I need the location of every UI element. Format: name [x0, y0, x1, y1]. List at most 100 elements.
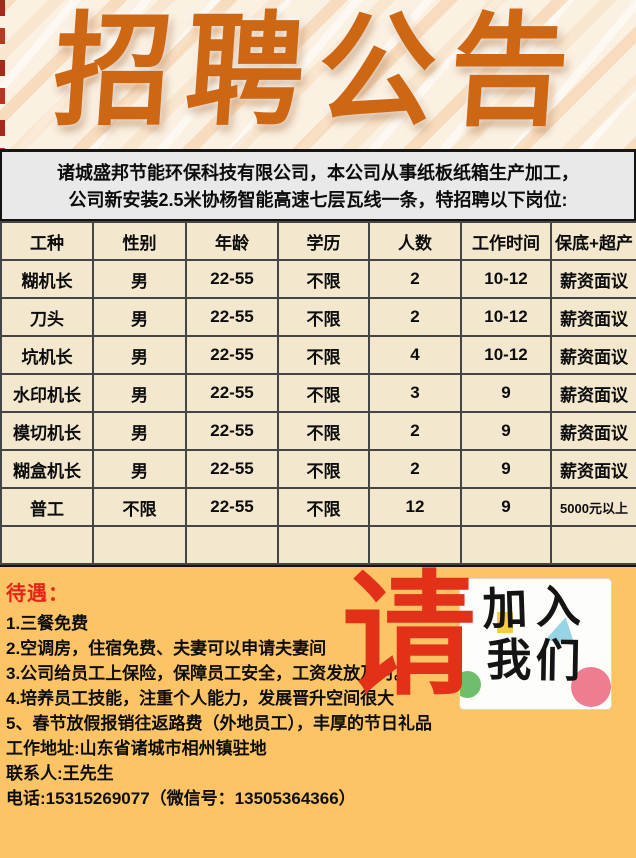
poster-title: 招聘公告	[49, 3, 587, 141]
table-cell: 22-55	[185, 487, 279, 527]
benefits-heading: 待遇：	[6, 583, 69, 605]
table-cell: 薪资面议	[550, 335, 636, 375]
table-cell: 9	[460, 373, 552, 413]
table-cell: 男	[92, 373, 187, 413]
jobs-table-body: 糊机长男 22-55 不限 2 10-12 薪资面议 刀头男 22-55 不限 2 10-12 薪资面…	[0, 259, 636, 565]
table-row: 水印机长男 22-55 不限 3 9 薪资面议	[0, 373, 636, 413]
table-row: 普工 不限 22-55 不限 12 9 5000元以上	[0, 487, 636, 527]
column-header: 保底+超产	[550, 221, 636, 261]
table-row: 刀头男 22-55 不限 2 10-12 薪资面议	[0, 297, 636, 337]
green-circle-shape	[460, 671, 481, 698]
table-cell: 10-12	[460, 259, 552, 299]
benefits-list: 1.三餐免费 2.空调房，住宿免费、夫妻可以申请夫妻间 3.公司给员工上保险，保障员…	[6, 611, 636, 811]
table-cell: 5000元以上	[550, 487, 636, 527]
table-cell: 不限	[277, 373, 370, 413]
table-cell: 不限	[277, 449, 370, 489]
table-cell: 薪资面议	[550, 411, 636, 451]
table-cell: 男	[92, 411, 187, 451]
table-cell	[277, 525, 370, 565]
table-row	[0, 525, 636, 565]
table-cell: 22-55	[185, 259, 279, 299]
table-cell: 糊机长	[0, 259, 94, 299]
benefit-line: 2.空调房，住宿免费、夫妻可以申请夫妻间	[6, 639, 327, 658]
benefits-section: 待遇： 1.三餐免费 2.空调房，住宿免费、夫妻可以申请夫妻间 3.公司给员工上保险…	[0, 565, 636, 858]
table-cell: 水印机长	[0, 373, 94, 413]
column-header: 学历	[277, 221, 370, 261]
table-cell: 男	[92, 449, 187, 489]
table-cell: 10-12	[460, 335, 552, 375]
table-cell: 薪资面议	[550, 259, 636, 299]
table-cell: 不限	[277, 411, 370, 451]
table-cell: 4	[368, 335, 462, 375]
table-cell: 不限	[277, 297, 370, 337]
table-cell: 12	[368, 487, 462, 527]
table-cell: 薪资面议	[550, 373, 636, 413]
column-header: 人数	[368, 221, 462, 261]
table-cell: 薪资面议	[550, 297, 636, 337]
table-cell: 3	[368, 373, 462, 413]
table-cell: 不限	[277, 335, 370, 375]
join-us-text-line-1: 加入	[481, 580, 590, 635]
table-cell: 男	[92, 259, 187, 299]
column-header: 年龄	[185, 221, 279, 261]
intro-line-2: 公司新安装2.5米协杨智能高速七层瓦线一条，特招聘以下岗位:	[68, 190, 568, 210]
table-cell	[460, 525, 552, 565]
benefit-line: 工作地址:山东省诸城市相州镇驻地	[6, 739, 267, 758]
intro-line-1: 诸城盛邦节能环保科技有限公司，本公司从事纸板纸箱生产加工，	[57, 163, 579, 183]
banner: 招聘公告	[0, 0, 636, 152]
benefit-line: 4.培养员工技能，注重个人能力，发展晋升空间很大	[6, 689, 395, 708]
benefit-line: 5、春节放假报销往返路费（外地员工），丰厚的节日礼品	[6, 714, 432, 733]
table-cell: 坑机长	[0, 335, 94, 375]
please-overlay-text: 请	[342, 562, 477, 711]
column-header: 性别	[92, 221, 187, 261]
table-cell	[550, 525, 636, 565]
table-cell: 男	[92, 297, 187, 337]
benefit-line: 3.公司给员工上保险，保障员工安全，工资发放及时。	[6, 664, 412, 683]
poster-left-edge	[0, 0, 5, 149]
table-cell: 2	[368, 297, 462, 337]
pink-circle-shape	[571, 667, 611, 707]
yellow-accent-shape	[497, 612, 513, 633]
table-cell: 2	[368, 411, 462, 451]
table-cell: 9	[460, 487, 552, 527]
table-cell: 男	[92, 335, 187, 375]
table-cell: 不限	[277, 487, 370, 527]
benefit-line: 1.三餐免费	[6, 614, 89, 633]
table-row: 糊盒机长男 22-55 不限 2 9 薪资面议	[0, 449, 636, 489]
table-cell: 模切机长	[0, 411, 94, 451]
table-cell: 2	[368, 259, 462, 299]
header-row: 工种 性别 年龄 学历 人数 工作时间 保底+超产	[0, 221, 636, 261]
table-cell: 薪资面议	[550, 449, 636, 489]
table-row: 坑机长男 22-55 不限 4 10-12 薪资面议	[0, 335, 636, 375]
table-cell: 22-55	[185, 449, 279, 489]
table-cell: 普工	[0, 487, 94, 527]
table-cell: 刀头	[0, 297, 94, 337]
table-cell: 22-55	[185, 373, 279, 413]
table-row: 模切机长男 22-55 不限 2 9 薪资面议	[0, 411, 636, 451]
table-cell: 22-55	[185, 411, 279, 451]
column-header: 工作时间	[460, 221, 552, 261]
jobs-table: 工种 性别 年龄 学历 人数 工作时间 保底+超产 糊机长男 22-55 不限 2 10-12 薪资面…	[0, 221, 636, 565]
table-cell: 22-55	[185, 297, 279, 337]
join-us-image: 加入 我们	[459, 578, 612, 710]
table-cell: 不限	[277, 259, 370, 299]
join-us-text-line-2: 我们	[486, 634, 585, 687]
table-cell	[92, 525, 187, 565]
table-cell: 9	[460, 411, 552, 451]
table-cell	[368, 525, 462, 565]
table-cell: 22-55	[185, 335, 279, 375]
table-cell	[0, 525, 94, 565]
benefit-line: 电话:15315269077（微信号：13505364366）	[6, 789, 356, 808]
table-cell: 10-12	[460, 297, 552, 337]
company-intro: 诸城盛邦节能环保科技有限公司，本公司从事纸板纸箱生产加工， 公司新安装2.5米协…	[0, 152, 636, 221]
table-cell: 糊盒机长	[0, 449, 94, 489]
column-header: 工种	[0, 221, 94, 261]
table-cell: 2	[368, 449, 462, 489]
table-cell: 不限	[92, 487, 187, 527]
table-row: 糊机长男 22-55 不限 2 10-12 薪资面议	[0, 259, 636, 299]
table-cell	[185, 525, 279, 565]
table-cell: 9	[460, 449, 552, 489]
jobs-table-head: 工种 性别 年龄 学历 人数 工作时间 保底+超产	[0, 221, 636, 261]
benefit-line: 联系人:王先生	[6, 764, 114, 783]
